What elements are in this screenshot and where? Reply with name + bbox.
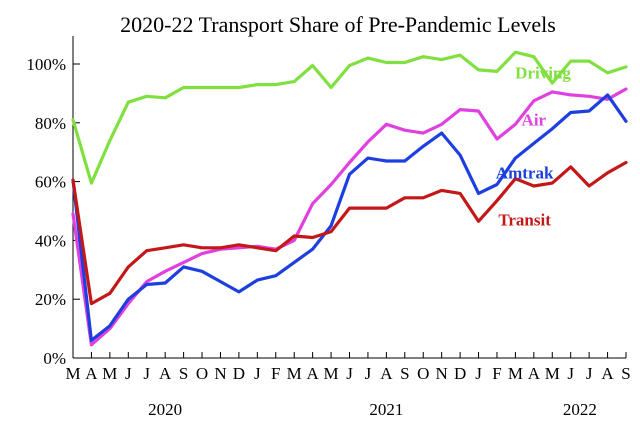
series-line-air [71,87,628,347]
series-label-transit: Transit [498,211,551,230]
x-tick-label: A [601,364,614,383]
y-tick-label: 80% [35,114,66,133]
year-label: 2022 [563,400,597,419]
x-tick-label: J [254,364,261,383]
y-tick-label: 100% [26,55,66,74]
series-label-driving: Driving [515,64,571,83]
x-tick-label: A [380,364,393,383]
x-tick-label: F [271,364,280,383]
chart-title: 2020-22 Transport Share of Pre-Pandemic … [120,12,556,37]
x-tick-label: N [436,364,448,383]
x-tick-label: O [196,364,208,383]
x-tick-label: A [306,364,319,383]
x-tick-label: D [233,364,245,383]
y-tick-label: 60% [35,173,66,192]
y-tick-label: 40% [35,231,66,250]
series-line-amtrak [71,93,628,342]
year-label-group: 2020 2021 2022 [148,400,597,419]
x-tick-label: F [492,364,501,383]
x-tick-label: M [545,364,560,383]
x-tick-label: A [159,364,172,383]
series-line-driving [71,50,628,185]
x-tick-label: S [400,364,409,383]
series-lines [71,50,628,347]
x-tick-label: M [287,364,302,383]
x-tick-label: J [567,364,574,383]
x-tick-label: M [102,364,117,383]
series-line-transit [71,160,628,306]
y-tick-label: 20% [35,290,66,309]
x-tick-label: M [508,364,523,383]
x-tick-label: A [85,364,98,383]
x-tick-label: J [586,364,593,383]
year-label: 2021 [369,400,403,419]
y-tick-group: 0% 20% 40% 60% 80% 100% [26,55,80,368]
series-label-amtrak: Amtrak [496,164,554,183]
x-tick-label: J [365,364,372,383]
x-tick-label: J [143,364,150,383]
x-tick-label: M [324,364,339,383]
y-tick-label: 0% [43,349,66,368]
x-tick-label: M [65,364,80,383]
x-tick-label: S [179,364,188,383]
x-tick-label: A [528,364,541,383]
x-tick-label: N [214,364,226,383]
x-tick-label: D [454,364,466,383]
x-tick-label: J [346,364,353,383]
axes [72,36,626,359]
year-label: 2020 [148,400,182,419]
x-tick-label: O [417,364,429,383]
series-labels: Driving Air Amtrak Transit [496,64,572,230]
x-tick-label: J [475,364,482,383]
series-label-air: Air [522,111,547,130]
x-tick-label: S [621,364,630,383]
x-tick-label: J [125,364,132,383]
